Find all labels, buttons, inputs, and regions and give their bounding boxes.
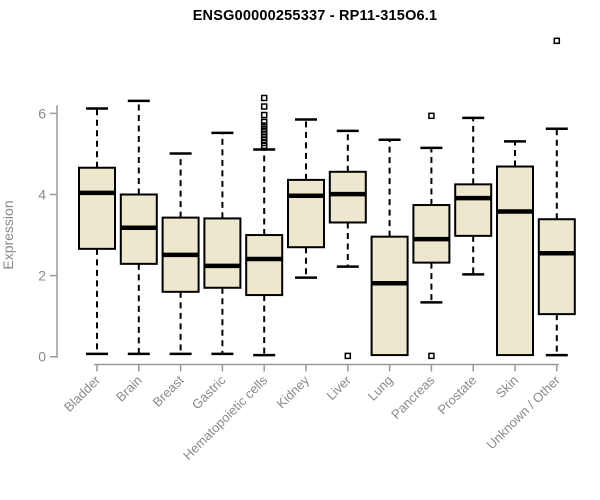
- x-tick-label-prostate: Prostate: [434, 373, 479, 418]
- x-tick-label-pancreas: Pancreas: [388, 372, 438, 422]
- box-liver[interactable]: [328, 170, 367, 224]
- x-tick-label-kidney: Kidney: [273, 372, 312, 411]
- outlier-point-hematopoietic-cells: [260, 122, 268, 129]
- outlier-point-pancreas: [428, 112, 435, 120]
- outlier-point-unknown-other: [553, 37, 561, 45]
- y-tick-label: 0: [38, 349, 46, 365]
- outlier-point-liver: [344, 352, 352, 360]
- y-tick-label: 6: [38, 105, 46, 121]
- outlier-point-pancreas: [428, 352, 435, 360]
- box-unknown-other[interactable]: [537, 218, 576, 316]
- box-hematopoietic-cells[interactable]: [245, 234, 284, 297]
- box-bladder[interactable]: [78, 166, 116, 250]
- box-gastric[interactable]: [203, 217, 242, 289]
- box-skin[interactable]: [496, 165, 534, 357]
- outlier-point-hematopoietic-cells: [260, 103, 268, 110]
- outlier-point-hematopoietic-cells: [260, 118, 268, 126]
- x-tick-label-gastric: Gastric: [189, 372, 229, 412]
- y-tick-label: 2: [38, 268, 46, 284]
- box-kidney[interactable]: [287, 178, 325, 249]
- box-lung[interactable]: [370, 235, 409, 357]
- y-tick-label: 4: [38, 187, 46, 203]
- outlier-point-hematopoietic-cells: [260, 111, 268, 119]
- box-prostate[interactable]: [454, 183, 493, 237]
- x-tick-label-liver: Liver: [323, 372, 354, 403]
- x-tick-label-lung: Lung: [365, 373, 396, 404]
- x-tick-label-skin: Skin: [493, 373, 521, 401]
- x-tick-label-bladder: Bladder: [61, 372, 104, 415]
- box-pancreas[interactable]: [412, 204, 451, 264]
- x-tick-label-unknown-other: Unknown / Other: [483, 372, 563, 452]
- chart-title: ENSG00000255337 - RP11-315O6.1: [192, 8, 438, 24]
- x-tick-label-breast: Breast: [150, 372, 187, 409]
- x-tick-label-brain: Brain: [113, 373, 145, 405]
- outlier-point-hematopoietic-cells: [260, 94, 268, 102]
